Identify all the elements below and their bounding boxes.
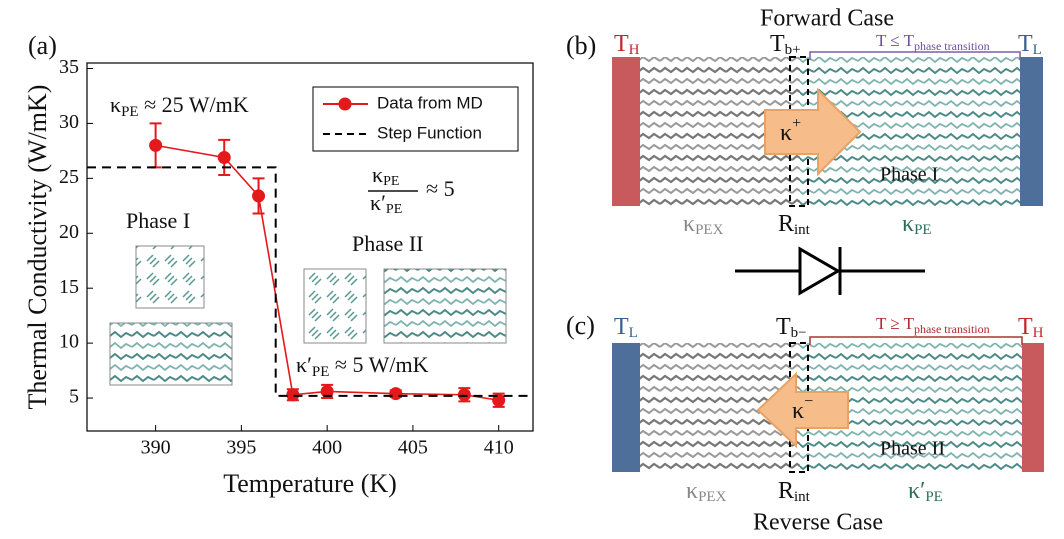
x-tick-label: 400 (312, 437, 342, 459)
y-tick-label: 30 (59, 111, 79, 133)
x-tick-label: 395 (226, 437, 256, 459)
annotation: Phase II (352, 231, 423, 256)
condition: T ≤ Tphase transition (876, 31, 990, 53)
temp-label: Tb+ (770, 31, 801, 59)
bracket (809, 336, 1023, 345)
series-line (87, 166, 533, 397)
marker (149, 138, 163, 152)
diagram-title: Reverse Case (753, 510, 883, 536)
y-tick-label: 25 (59, 166, 79, 188)
x-axis-label: Temperature (K) (223, 469, 397, 498)
inset (135, 245, 205, 309)
plot: 390 395 400 405 410 5 10 15 20 25 30 35 Data from MD… (59, 56, 534, 459)
cold-bath (612, 343, 640, 472)
temp-label: TL (614, 314, 638, 342)
hot-bath (612, 57, 640, 206)
inset (303, 268, 367, 344)
legend-label: Data from MD (377, 93, 483, 112)
kappa-label: κ′PE (908, 478, 943, 506)
heat-arrow (756, 371, 849, 449)
marker (320, 384, 334, 398)
panel-label: (a) (28, 31, 57, 60)
marker (286, 388, 300, 402)
marker (217, 150, 231, 164)
legend-box (312, 86, 519, 152)
plot-frame (86, 62, 534, 432)
kappa-label: κPEX (683, 211, 724, 239)
condition: T ≥ Tphase transition (876, 314, 990, 336)
legend-marker (338, 97, 352, 111)
y-tick-label: 35 (59, 56, 79, 78)
diode (735, 246, 925, 296)
legend-label: Step Function (377, 123, 482, 142)
y-tick-label: 15 (59, 276, 79, 298)
annotation: κPE (372, 162, 399, 189)
marker (252, 189, 266, 203)
hot-bath (1022, 343, 1044, 472)
marker (457, 388, 471, 402)
cold-bath (1020, 57, 1043, 206)
x-tick-label: 410 (484, 437, 514, 459)
kappa-label: κ− (792, 393, 813, 424)
temp-label: Tb− (776, 314, 807, 342)
temp-label: TH (1018, 314, 1044, 342)
heat-arrow (764, 87, 862, 177)
temp-label: TL (1018, 31, 1042, 59)
y-tick-label: 5 (69, 386, 79, 408)
phase-label: Phase I (880, 164, 938, 186)
reverse-diagram: (c) TL Tb− T ≥ Tphase transition TH κ− P… (566, 311, 1044, 536)
x-tick-label: 390 (141, 437, 171, 459)
x-tick-label: 405 (398, 437, 428, 459)
inset (109, 322, 233, 386)
panel-label: (c) (566, 311, 595, 340)
resistance-label: Rint (778, 478, 811, 506)
marker (492, 393, 506, 407)
y-tick-label: 20 (59, 221, 79, 243)
y-axis-label: Thermal Conductivity (W/mK) (23, 85, 52, 410)
resistance-label: Rint (778, 211, 811, 239)
kappa-label: κPEX (686, 478, 727, 506)
temp-label: TH (614, 31, 640, 59)
forward-diagram: Forward Case (b) TH Tb+ T ≤ Tphase trans… (566, 6, 1043, 239)
diagram-title: Forward Case (760, 6, 894, 32)
kappa-label: κPE (902, 211, 932, 239)
inset (383, 268, 507, 344)
marker (389, 387, 403, 401)
annotation: κ′PE (370, 190, 402, 217)
annotation: κPE ≈ 25 W/mK (110, 92, 249, 120)
annotation: ≈ 5 (426, 176, 455, 201)
kappa-label: κ+ (780, 115, 801, 146)
phase-label: Phase II (880, 438, 945, 460)
bracket (809, 51, 1021, 60)
panel-label: (b) (566, 31, 596, 60)
annotation: κ′PE ≈ 5 W/mK (296, 352, 429, 380)
annotation: Phase I (126, 208, 190, 233)
series-line (155, 144, 499, 402)
y-tick-label: 10 (59, 331, 79, 353)
